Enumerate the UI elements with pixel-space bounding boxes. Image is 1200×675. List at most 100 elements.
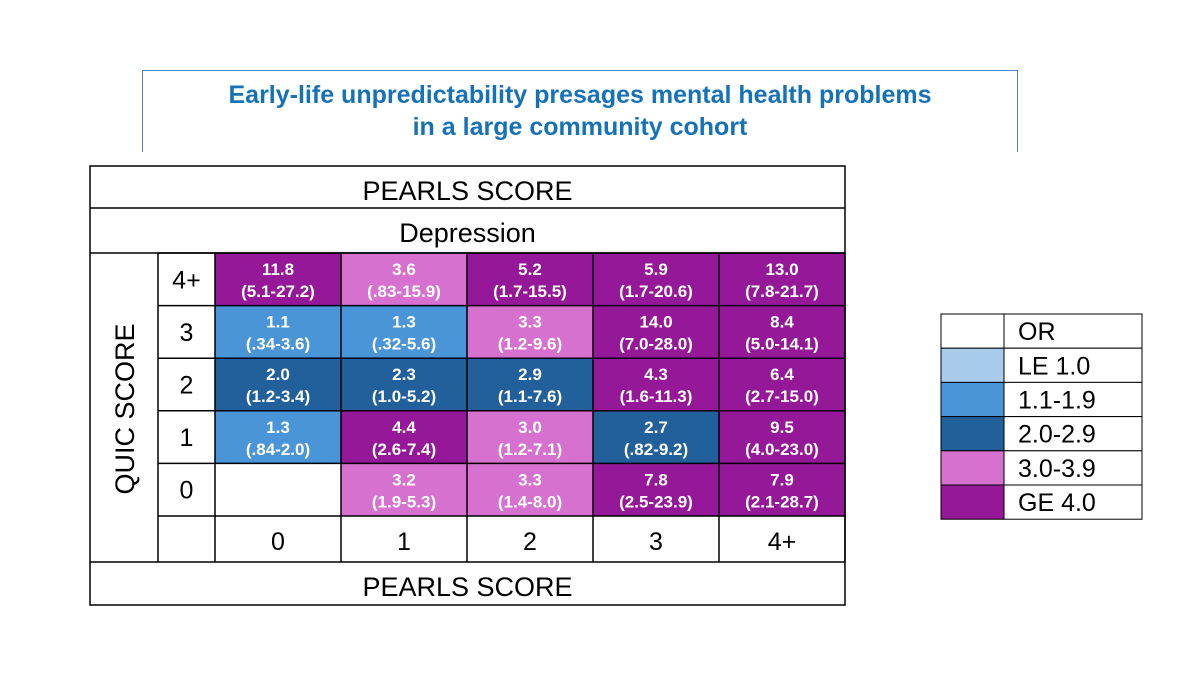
title-line-1: Early-life unpredictability presages men… bbox=[228, 81, 932, 109]
cell-ci-value: (1.6-11.3) bbox=[620, 387, 693, 406]
y-tick-label: 1 bbox=[180, 424, 194, 452]
cell-ci-value: (.84-2.0) bbox=[246, 440, 310, 459]
legend-swatch bbox=[940, 450, 1005, 486]
legend-swatch bbox=[940, 381, 1005, 418]
heatmap-cell bbox=[593, 358, 719, 411]
heatmap-cell bbox=[467, 358, 593, 411]
legend-swatch bbox=[940, 416, 1005, 452]
cell-or-value: 5.9 bbox=[644, 260, 668, 279]
cell-ci-value: (.32-5.6) bbox=[372, 335, 436, 354]
heatmap-cell bbox=[341, 410, 467, 464]
heatmap-cell bbox=[215, 463, 341, 516]
legend-entry-label: 3.0-3.9 bbox=[1018, 455, 1096, 483]
cell-or-value: 1.3 bbox=[266, 418, 290, 437]
legend-entry-label: 2.0-2.9 bbox=[1018, 421, 1096, 449]
cell-or-value: 3.3 bbox=[518, 470, 542, 489]
heatmap-cell bbox=[593, 253, 719, 306]
y-tick-label: 3 bbox=[180, 319, 194, 347]
x-tick-label: 2 bbox=[523, 528, 537, 556]
legend-label-cell bbox=[1003, 484, 1143, 520]
heatmap-cell bbox=[593, 305, 719, 359]
heatmap-cell bbox=[341, 253, 467, 306]
top-header-label: PEARLS SCORE bbox=[362, 176, 572, 206]
legend-entry-label: LE 1.0 bbox=[1018, 352, 1090, 380]
cell-ci-value: (1.9-5.3) bbox=[372, 492, 436, 511]
cell-ci-value: (5.0-14.1) bbox=[745, 335, 819, 354]
heatmap-cell bbox=[215, 305, 341, 359]
legend-entry-label: 1.1-1.9 bbox=[1018, 387, 1096, 415]
legend-label-cell bbox=[1003, 450, 1143, 486]
cell-or-value: 7.9 bbox=[770, 470, 794, 489]
heatmap-cell bbox=[719, 358, 845, 411]
cell-or-value: 1.3 bbox=[392, 313, 416, 332]
legend-swatch bbox=[940, 484, 1005, 520]
cell-ci-value: (.83-15.9) bbox=[367, 282, 441, 301]
legend-header: OR bbox=[1018, 318, 1056, 346]
legend-label-cell bbox=[1003, 347, 1143, 383]
cell-or-value: 4.3 bbox=[644, 365, 668, 384]
legend-entry-label: GE 4.0 bbox=[1018, 489, 1096, 517]
cell-ci-value: (2.7-15.0) bbox=[745, 387, 819, 406]
legend-swatch bbox=[940, 313, 1005, 349]
heatmap-cell bbox=[719, 410, 845, 464]
cell-or-value: 5.2 bbox=[518, 260, 542, 279]
y-tick-label: 2 bbox=[180, 372, 194, 400]
cell-or-value: 8.4 bbox=[770, 313, 794, 332]
cell-ci-value: (1.2-3.4) bbox=[246, 387, 310, 406]
cell-or-value: 3.0 bbox=[518, 418, 542, 437]
heatmap-cell bbox=[341, 305, 467, 359]
x-tick-label: 1 bbox=[397, 528, 411, 556]
cell-or-value: 7.8 bbox=[644, 470, 668, 489]
cell-or-value: 3.2 bbox=[392, 470, 416, 489]
x-axis-label: PEARLS SCORE bbox=[362, 572, 572, 602]
cell-ci-value: (2.1-28.7) bbox=[745, 492, 819, 511]
cell-or-value: 13.0 bbox=[765, 260, 798, 279]
legend-label-cell bbox=[1003, 416, 1143, 452]
heatmap-cell bbox=[719, 463, 845, 516]
cell-ci-value: (5.1-27.2) bbox=[241, 282, 315, 301]
cell-or-value: 14.0 bbox=[639, 313, 672, 332]
y-tick-label: 0 bbox=[180, 477, 194, 505]
cell-ci-value: (1.0-5.2) bbox=[372, 387, 436, 406]
cell-or-value: 11.8 bbox=[262, 260, 294, 279]
cell-or-value: 1.1 bbox=[266, 313, 290, 332]
cell-or-value: 3.3 bbox=[518, 313, 542, 332]
cell-or-value: 6.4 bbox=[770, 365, 794, 384]
legend-swatch bbox=[940, 347, 1005, 383]
cell-ci-value: (1.4-8.0) bbox=[498, 492, 562, 511]
cell-ci-value: (1.7-15.5) bbox=[493, 282, 567, 301]
y-axis-label: QUIC SCORE bbox=[110, 323, 140, 494]
heatmap-cell bbox=[719, 305, 845, 359]
title-line-2: in a large community cohort bbox=[412, 113, 748, 141]
heatmap-cell bbox=[593, 410, 719, 464]
x-tick-label: 3 bbox=[649, 528, 663, 556]
cell-ci-value: (.82-9.2) bbox=[624, 440, 688, 459]
cell-ci-value: (4.0-23.0) bbox=[745, 440, 819, 459]
heatmap-cell bbox=[593, 463, 719, 516]
heatmap-cell bbox=[215, 253, 341, 306]
cell-or-value: 2.9 bbox=[518, 365, 542, 384]
cell-or-value: 2.3 bbox=[392, 365, 416, 384]
heatmap-cell bbox=[341, 358, 467, 411]
title-box: Early-life unpredictability presages men… bbox=[142, 70, 1018, 152]
cell-ci-value: (1.1-7.6) bbox=[498, 387, 562, 406]
cell-or-value: 9.5 bbox=[770, 418, 794, 437]
cell-ci-value: (2.5-23.9) bbox=[619, 492, 693, 511]
legend-label-cell bbox=[1003, 381, 1143, 418]
cell-ci-value: (7.8-21.7) bbox=[745, 282, 819, 301]
heatmap-cell bbox=[719, 253, 845, 306]
y-tick-label: 4+ bbox=[172, 266, 201, 294]
heatmap-cell bbox=[467, 305, 593, 359]
heatmap-cell bbox=[467, 463, 593, 516]
cell-ci-value: (1.2-7.1) bbox=[498, 440, 562, 459]
heatmap-cell bbox=[215, 410, 341, 464]
cell-ci-value: (1.7-20.6) bbox=[619, 282, 693, 301]
x-tick-label: 4+ bbox=[768, 528, 797, 556]
cell-ci-value: (1.2-9.6) bbox=[498, 335, 562, 354]
heatmap-cell bbox=[341, 463, 467, 516]
heatmap-cell bbox=[467, 253, 593, 306]
subtitle-label: Depression bbox=[399, 218, 536, 248]
cell-or-value: 4.4 bbox=[392, 418, 416, 437]
